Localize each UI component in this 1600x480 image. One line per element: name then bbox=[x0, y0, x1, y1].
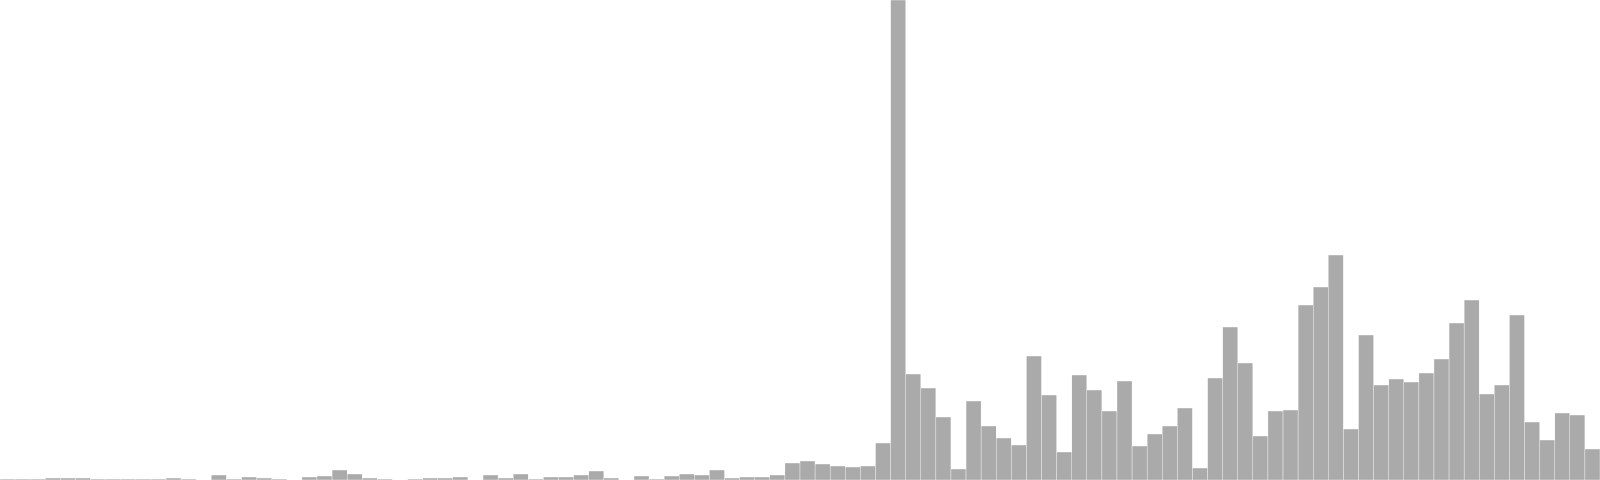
histogram-bar bbox=[1403, 381, 1420, 480]
histogram-bar bbox=[1101, 410, 1118, 480]
histogram-bar bbox=[588, 470, 604, 480]
histogram-bar bbox=[996, 437, 1012, 480]
histogram-bar bbox=[980, 425, 997, 480]
histogram-bar bbox=[1041, 394, 1057, 480]
histogram-bar bbox=[1162, 425, 1178, 480]
histogram-bar bbox=[709, 469, 725, 480]
histogram-bar bbox=[1267, 410, 1284, 480]
histogram-bar bbox=[663, 475, 680, 480]
histogram-bar bbox=[482, 474, 499, 480]
histogram-bar bbox=[1026, 355, 1042, 480]
histogram-bar bbox=[1418, 372, 1435, 480]
histogram-bar bbox=[1479, 393, 1495, 480]
histogram-bar bbox=[1494, 384, 1510, 480]
histogram-bar bbox=[950, 468, 967, 480]
histogram-bar bbox=[316, 475, 333, 480]
histogram-bar bbox=[346, 473, 363, 480]
histogram-bar bbox=[845, 466, 861, 480]
histogram-bar bbox=[1252, 435, 1269, 480]
histogram-bar bbox=[1207, 377, 1223, 480]
histogram-bar bbox=[452, 476, 469, 480]
histogram-bar bbox=[1116, 380, 1133, 480]
histogram-bar bbox=[965, 400, 982, 480]
histogram-bar bbox=[1177, 407, 1193, 480]
histogram-bar bbox=[573, 474, 589, 480]
histogram-bar bbox=[769, 474, 786, 480]
histogram-bar bbox=[1388, 378, 1404, 480]
histogram-bar bbox=[1328, 254, 1344, 480]
histogram-bar bbox=[1146, 433, 1163, 480]
histogram-bar bbox=[1011, 444, 1027, 480]
histogram-bar bbox=[1313, 286, 1329, 480]
histogram-bar bbox=[1131, 445, 1148, 480]
histogram-bar bbox=[1524, 421, 1540, 480]
histogram-bar bbox=[1433, 358, 1450, 480]
histogram-bar bbox=[1056, 451, 1072, 480]
histogram-bar bbox=[829, 465, 846, 480]
histogram-bar bbox=[935, 416, 952, 480]
histogram-bar bbox=[799, 460, 816, 480]
histogram-bar bbox=[513, 473, 529, 480]
histogram-bar bbox=[211, 474, 227, 480]
histogram-bar bbox=[1071, 374, 1087, 480]
histogram-bar bbox=[1192, 467, 1208, 480]
histogram-bar bbox=[1282, 409, 1299, 480]
histogram-bar bbox=[1373, 384, 1389, 480]
histogram-bar bbox=[1222, 326, 1238, 480]
histogram-bar bbox=[814, 463, 831, 480]
histogram-bar bbox=[1539, 439, 1555, 480]
histogram-bar bbox=[1448, 322, 1465, 480]
histogram-bar bbox=[603, 477, 620, 480]
histogram-bar bbox=[1584, 448, 1600, 480]
histogram-bar bbox=[1358, 334, 1374, 480]
histogram-bar bbox=[1297, 304, 1314, 480]
histogram-bar bbox=[679, 473, 695, 480]
histogram-bar bbox=[1343, 428, 1359, 480]
histogram-bar bbox=[694, 474, 710, 480]
histogram-bar bbox=[331, 469, 348, 480]
histogram-bar bbox=[860, 465, 876, 480]
histogram-bar bbox=[1554, 412, 1571, 480]
histogram-bar bbox=[1237, 362, 1254, 480]
histogram-bar bbox=[633, 475, 650, 480]
histogram-bar bbox=[784, 462, 801, 480]
histogram-bar bbox=[1569, 414, 1586, 480]
histogram-bar bbox=[920, 387, 937, 480]
histogram-bar bbox=[1086, 389, 1103, 480]
histogram-bar bbox=[905, 373, 921, 480]
histogram-bar bbox=[1509, 314, 1525, 480]
histogram-bar bbox=[875, 442, 891, 480]
histogram-bar bbox=[890, 0, 906, 480]
histogram-bar bbox=[1463, 299, 1480, 480]
